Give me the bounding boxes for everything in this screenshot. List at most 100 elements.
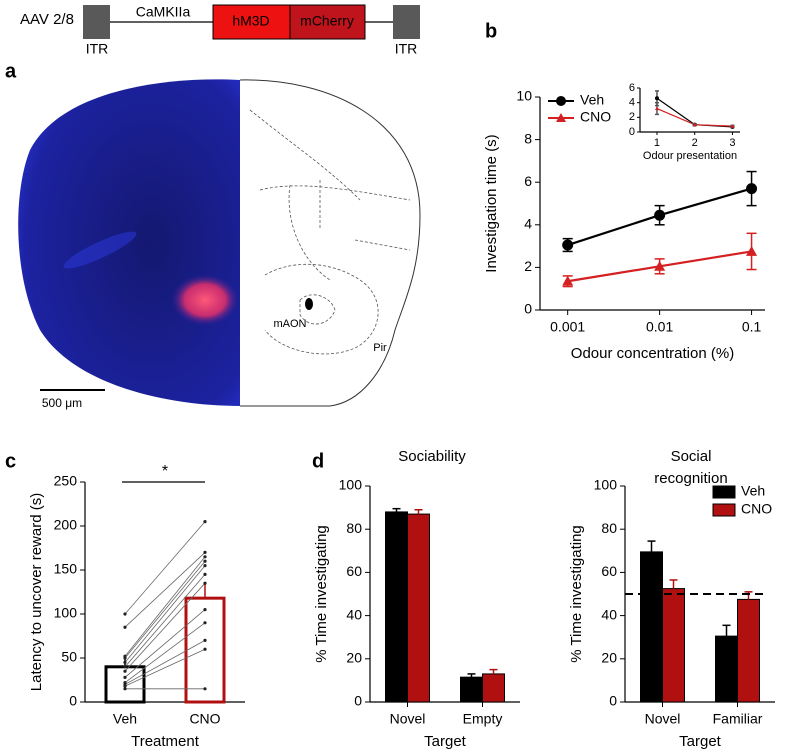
subject-point	[123, 612, 127, 616]
subject-point	[123, 665, 127, 669]
y-tick-label: 150	[54, 561, 78, 577]
marker	[654, 209, 666, 221]
y-tick-label: 0	[524, 301, 532, 317]
x-tick-label: Novel	[645, 711, 681, 727]
chart-title: Social recognition	[654, 448, 728, 487]
region-label: mAON	[274, 318, 307, 330]
marker	[654, 106, 659, 111]
marker	[556, 96, 566, 106]
x-tick-label: Novel	[390, 711, 426, 727]
subject-point	[123, 656, 127, 660]
subject-point	[123, 625, 127, 629]
subject-line	[124, 622, 206, 683]
marker	[556, 113, 566, 122]
y-tick-label: 0	[609, 693, 617, 709]
marker	[730, 124, 735, 128]
x-tick-label: 0.01	[646, 319, 673, 335]
x-tick-label: 0.001	[550, 319, 585, 335]
marker	[654, 260, 666, 271]
subject-point	[203, 608, 207, 612]
panel-label: c	[5, 450, 16, 472]
subject-point	[203, 647, 207, 651]
tissue-band	[63, 231, 137, 269]
itr-label: ITR	[395, 41, 418, 57]
y-tick-label: 60	[601, 563, 617, 579]
y-tick-label: 80	[346, 520, 362, 536]
x-axis-label: Odour concentration (%)	[571, 345, 734, 362]
bar	[407, 513, 430, 703]
legend-swatch	[712, 485, 736, 499]
subject-point	[123, 684, 127, 688]
x-tick-label: CNO	[189, 711, 220, 727]
y-tick-label: 40	[346, 606, 362, 622]
y-tick-label: 200	[54, 517, 78, 533]
y-tick-label: 250	[54, 473, 78, 489]
significance-label: *	[162, 463, 168, 480]
y-tick-label: 40	[601, 606, 617, 622]
atlas-lines	[249, 109, 411, 355]
x-tick-label: 1	[654, 137, 660, 149]
brain-section	[18, 79, 241, 407]
bar	[662, 588, 685, 703]
subject-line	[124, 565, 206, 663]
x-axis-label: Odour presentation	[643, 150, 737, 162]
atlas-marker	[305, 298, 313, 310]
scale-bar-label: 500 μm	[42, 396, 82, 410]
subject-point	[123, 669, 127, 673]
y-tick-label: 2	[629, 111, 635, 123]
y-axis-label: % Time investigating	[568, 525, 585, 663]
itr-box	[83, 5, 110, 39]
itr-label: ITR	[86, 41, 109, 57]
promoter-label: CaMKIIa	[136, 4, 191, 20]
y-tick-label: 50	[61, 649, 77, 665]
bar	[737, 598, 760, 703]
y-axis-label: % Time investigating	[313, 525, 330, 663]
panel-label: a	[5, 60, 17, 82]
y-tick-label: 100	[54, 605, 78, 621]
bar	[715, 635, 738, 703]
legend-label: Veh	[580, 92, 604, 108]
marker	[562, 275, 574, 286]
marker	[562, 239, 574, 251]
series-line	[656, 97, 733, 128]
y-tick-label: 4	[524, 216, 532, 232]
subject-point	[123, 687, 127, 691]
y-tick-label: 0	[69, 693, 77, 709]
x-tick-label: Empty	[463, 711, 503, 727]
x-tick-label: 2	[692, 137, 698, 149]
subject-line	[124, 648, 206, 687]
y-tick-label: 80	[601, 520, 617, 536]
legend-label: CNO	[580, 109, 611, 125]
x-axis-label: Target	[679, 733, 722, 750]
subject-point	[123, 675, 127, 679]
itr-box	[393, 5, 420, 39]
gene-box	[289, 4, 366, 40]
y-axis-label: Investigation time (s)	[483, 134, 500, 272]
x-axis-label: Treatment	[131, 733, 200, 750]
marker	[692, 122, 697, 127]
bar	[482, 673, 505, 703]
gene-label: hM3D	[232, 13, 269, 29]
legend-label: CNO	[741, 501, 772, 517]
subject-line	[124, 521, 206, 615]
panel-label: d	[312, 450, 324, 472]
y-tick-label: 10	[516, 88, 532, 104]
y-tick-label: 4	[629, 97, 635, 109]
y-tick-label: 0	[629, 126, 635, 138]
chart-title: Sociability	[398, 448, 466, 465]
vector-label: AAV 2/8	[20, 11, 74, 28]
y-tick-label: 60	[346, 563, 362, 579]
y-tick-label: 100	[594, 477, 618, 493]
subject-point	[203, 687, 207, 691]
y-tick-label: 2	[524, 258, 532, 274]
gene-label: mCherry	[300, 13, 354, 29]
panel-label: b	[485, 20, 497, 42]
subject-line	[124, 556, 206, 657]
marker	[654, 96, 659, 101]
subject-line	[124, 560, 206, 659]
subject-point	[203, 564, 207, 568]
x-tick-label: Familiar	[713, 711, 763, 727]
x-tick-label: 3	[729, 137, 735, 149]
